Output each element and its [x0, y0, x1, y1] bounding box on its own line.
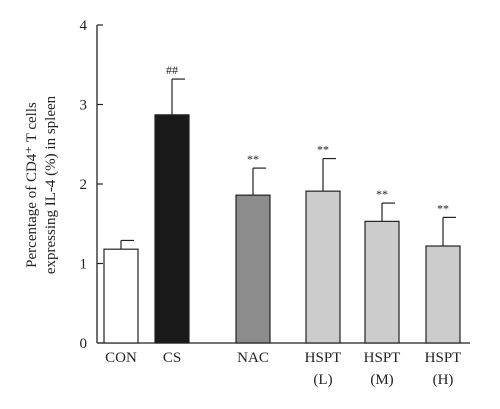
bar [425, 245, 461, 344]
y-tick-label: 0 [80, 336, 88, 352]
significance-label: ## [166, 63, 178, 77]
significance-label: ** [437, 201, 449, 215]
x-tick-label: CON [105, 350, 137, 366]
plot-area: 0 1 2 3 4 CON ## CS ** NAC ** HSPT (L) ** HSPT (M) ** HSP… [80, 18, 470, 388]
bar [154, 114, 190, 344]
y-axis-label-line-2: expressing IL-4 (%) in spleen [43, 95, 59, 274]
y-tick-label: 3 [80, 98, 88, 114]
bar [103, 248, 139, 344]
y-tick-label: 2 [80, 177, 88, 193]
significance-label: ** [376, 187, 388, 201]
x-tick-label: (M) [370, 372, 393, 388]
significance-label: ** [317, 143, 329, 157]
significance-label: ** [247, 152, 259, 166]
bar [364, 220, 400, 344]
x-tick-label: CS [163, 350, 181, 366]
y-axis-label-line-1: Percentage of CD4⁺ T cells [24, 102, 40, 268]
y-axis-label: Percentage of CD4⁺ T cells expressing IL… [24, 95, 59, 274]
x-tick-label: HSPT [425, 350, 462, 366]
y-tick-label: 4 [80, 18, 88, 34]
x-tick-label: HSPT [364, 350, 401, 366]
x-tick-label: (L) [313, 372, 332, 388]
x-tick-label: (H) [433, 372, 454, 388]
y-tick-label: 1 [80, 257, 88, 273]
x-tick-label: NAC [237, 350, 269, 366]
x-tick-label: HSPT [305, 350, 342, 366]
bar [305, 190, 341, 344]
bar [235, 194, 271, 344]
